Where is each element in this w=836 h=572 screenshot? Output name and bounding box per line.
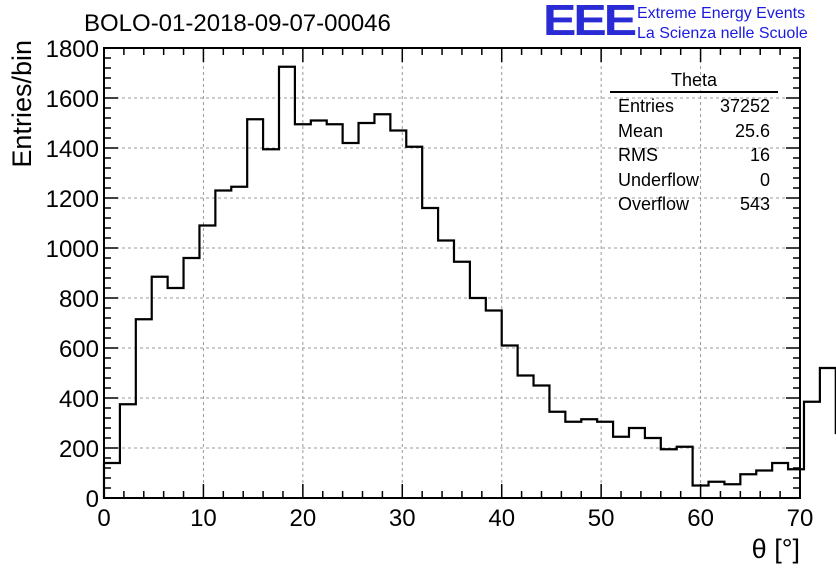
- y-tick-label: 1000: [46, 236, 99, 263]
- stats-row-entries: Entries 37252: [610, 94, 778, 119]
- y-tick-label: 0: [86, 486, 99, 513]
- x-tick-label: 50: [588, 505, 615, 532]
- axis-ticks: [103, 47, 801, 499]
- x-tick-label: 20: [290, 505, 317, 532]
- y-tick-label: 400: [59, 386, 99, 413]
- grid-lines: [104, 48, 800, 498]
- stats-row-underflow: Underflow 0: [610, 168, 778, 193]
- stats-label: Overflow: [618, 194, 690, 214]
- stats-label: Entries: [618, 96, 675, 116]
- y-tick-label: 200: [59, 436, 99, 463]
- y-tick-label: 600: [59, 336, 99, 363]
- x-tick-label: 40: [488, 505, 515, 532]
- x-tick-labels: 0 10 20 30 40 50 60 70: [97, 505, 813, 532]
- x-tick-label: 70: [787, 505, 814, 532]
- logo-text: Extreme Energy Events La Scienza nelle S…: [637, 4, 808, 44]
- stats-label: RMS: [618, 145, 658, 165]
- y-tick-label: 1400: [46, 136, 99, 163]
- x-tick-label: 0: [97, 505, 110, 532]
- stats-row-mean: Mean 25.6: [610, 119, 778, 144]
- y-tick-label: 1600: [46, 86, 99, 113]
- x-axis-label: θ [°]: [752, 534, 800, 564]
- stats-value: 0: [759, 169, 770, 190]
- stats-row-rms: RMS 16: [610, 143, 778, 168]
- stats-box: Theta Entries 37252 Mean 25.6 RMS 16 Und…: [610, 70, 778, 217]
- histogram-series: [102, 65, 836, 498]
- stats-label: Mean: [618, 120, 664, 141]
- x-tick-label: 30: [389, 505, 416, 532]
- logo-line-1: Extreme Energy Events: [637, 5, 806, 22]
- plot-frame: [103, 47, 801, 499]
- y-axis-label: Entries/bin: [7, 40, 37, 168]
- y-tick-label: 1800: [46, 36, 99, 63]
- chart-title: BOLO-01-2018-09-07-00046: [84, 10, 391, 37]
- stats-value: 16: [749, 145, 770, 165]
- stats-value: 543: [739, 194, 770, 214]
- x-tick-label: 10: [190, 505, 217, 532]
- stats-title: Theta: [610, 70, 778, 93]
- x-tick-label: 60: [687, 505, 714, 532]
- y-tick-label: 800: [59, 286, 99, 313]
- stats-value: 25.6: [734, 120, 770, 141]
- eee-logo: EEE: [543, 0, 637, 45]
- stats-label: Underflow: [618, 169, 700, 190]
- y-tick-labels: 0 200 400 600 800 1000 1200 1400 1600 1800: [46, 36, 99, 513]
- stats-row-overflow: Overflow 543: [610, 192, 778, 217]
- logo-line-2: La Scienza nelle Scuole: [637, 25, 808, 42]
- stats-value: 37252: [719, 96, 770, 116]
- y-tick-label: 1200: [46, 186, 99, 213]
